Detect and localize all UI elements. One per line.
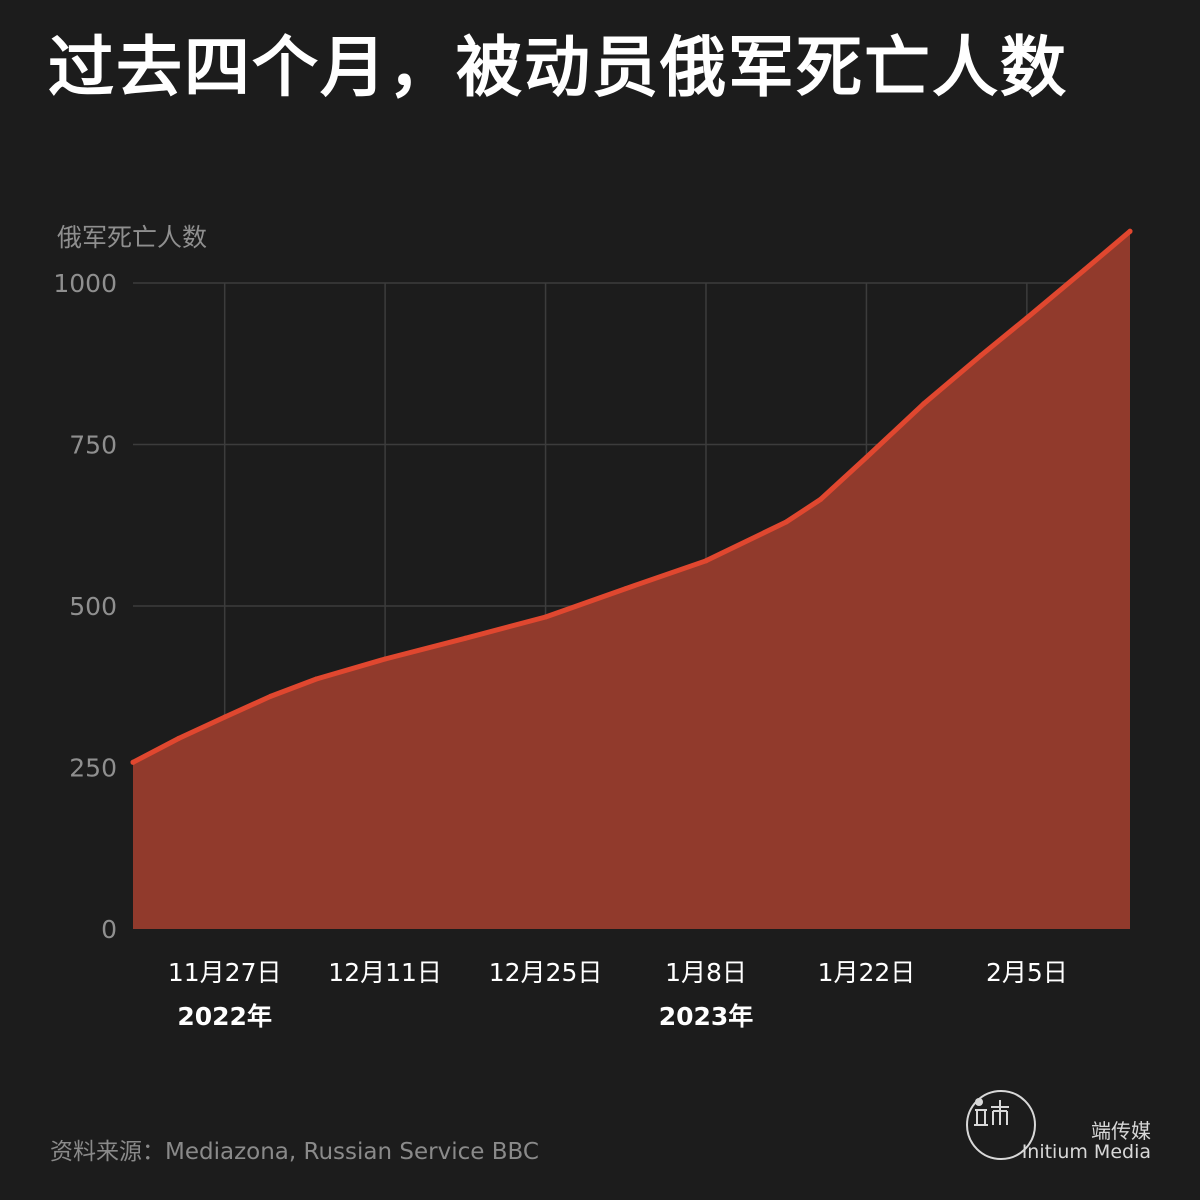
source-note: 资料来源：Mediazona, Russian Service BBC — [50, 1139, 539, 1165]
x-year-label: 2022年 — [177, 1002, 272, 1031]
chart-area-layer — [133, 231, 1130, 930]
x-tick-label: 1月22日 — [818, 958, 916, 987]
x-tick-label: 12月25日 — [489, 958, 603, 987]
page-title: 过去四个月，被动员俄军死亡人数 — [48, 29, 1068, 106]
chart-line-layer — [130, 228, 1133, 765]
y-axis-label: 俄军死亡人数 — [57, 223, 207, 252]
data-point — [130, 759, 136, 765]
series-line-0 — [130, 228, 1133, 765]
x-tick-label: 11月27日 — [168, 958, 282, 987]
data-point — [1127, 228, 1133, 234]
data-point — [313, 676, 319, 682]
y-tick-label: 1000 — [53, 269, 117, 298]
y-tick-label: 750 — [69, 431, 117, 460]
data-point — [268, 693, 273, 699]
data-point — [176, 735, 182, 741]
data-point — [222, 714, 228, 720]
series-area-0 — [133, 231, 1130, 930]
data-point — [703, 558, 709, 564]
initium-logo-icon — [966, 1090, 1036, 1160]
data-point — [863, 454, 869, 460]
x-year-label: 2023年 — [659, 1002, 754, 1031]
brand-name-zh: 端传媒 — [1091, 1119, 1151, 1143]
x-tick-label: 2月5日 — [986, 958, 1068, 987]
data-point — [818, 496, 824, 502]
data-point — [1081, 267, 1087, 273]
data-point — [623, 586, 629, 592]
brand-name-en: Initium Media — [1021, 1141, 1151, 1163]
x-tick-label: 12月11日 — [328, 958, 442, 987]
data-point — [382, 656, 388, 662]
data-point — [978, 352, 984, 358]
data-point — [462, 635, 468, 641]
y-tick-label: 500 — [69, 592, 117, 621]
y-tick-labels: 0 250 500 750 1000 — [53, 269, 117, 944]
data-point — [1024, 315, 1030, 321]
y-tick-label: 0 — [101, 915, 117, 944]
x-tick-label: 1月8日 — [665, 958, 747, 987]
data-point — [921, 401, 927, 407]
y-tick-label: 250 — [69, 754, 117, 783]
data-point — [543, 614, 549, 620]
data-point — [783, 519, 789, 525]
x-tick-labels: 11月27日 2022年 12月11日 12月25日 1月8日 2023年 1月22日 2月5… — [168, 958, 1068, 1031]
